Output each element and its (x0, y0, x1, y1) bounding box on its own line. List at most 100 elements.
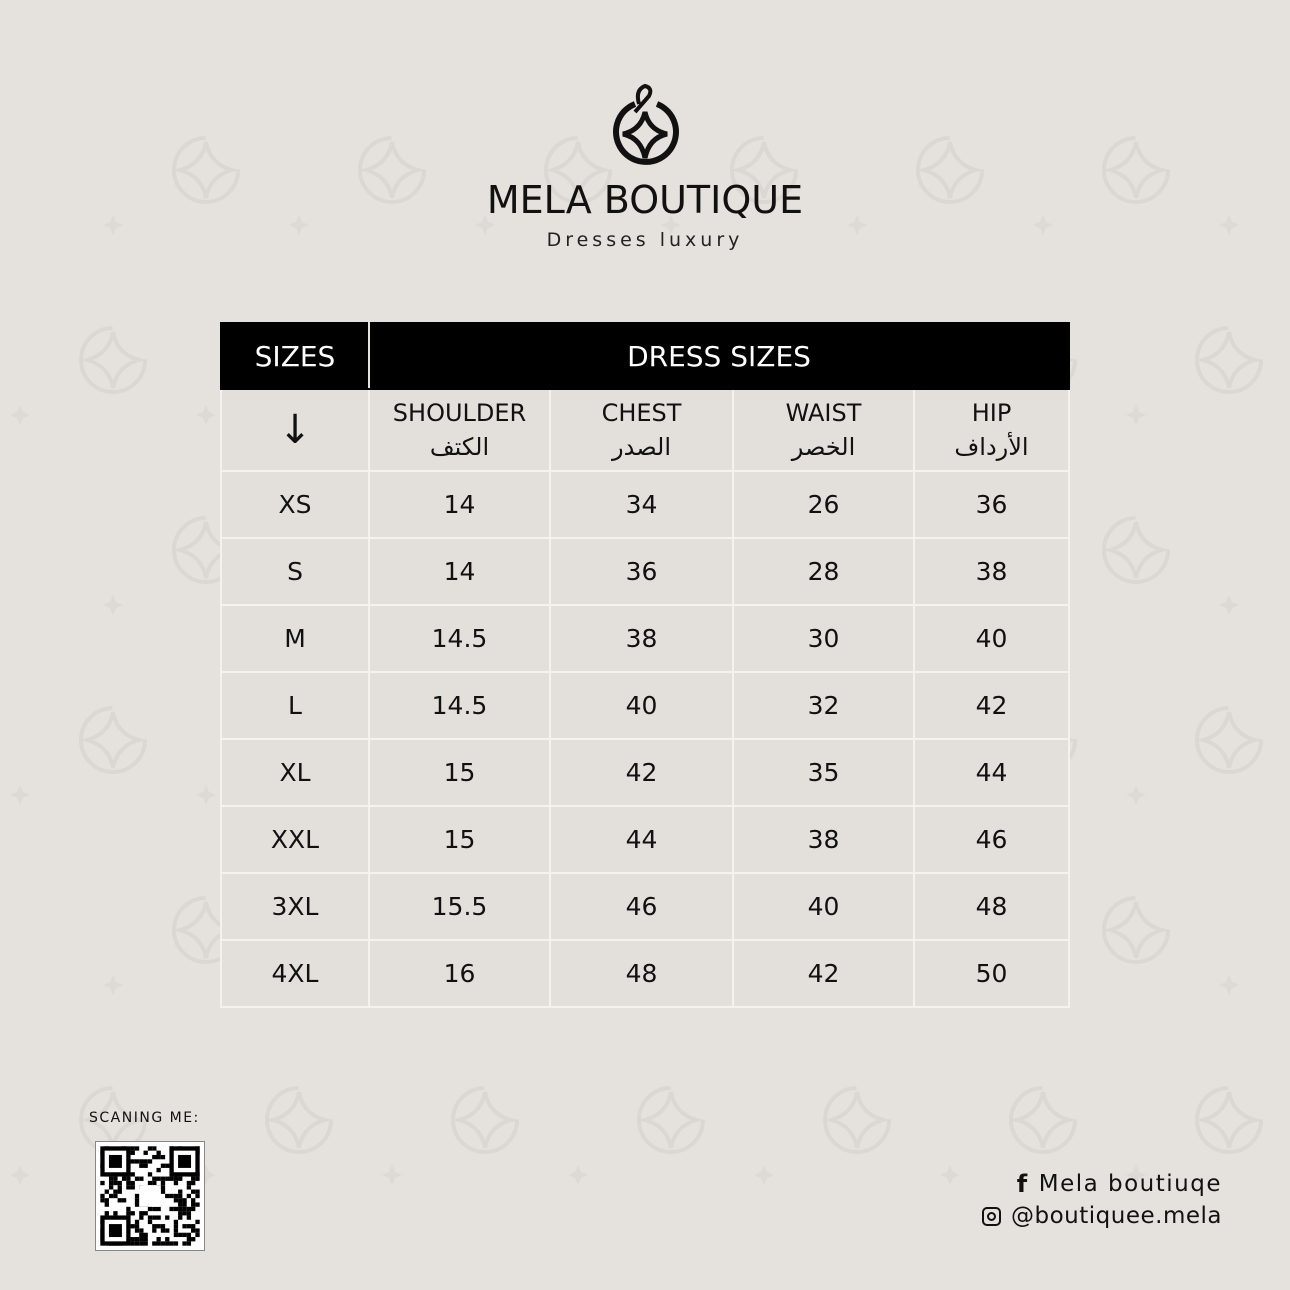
measurement-cell: 40 (913, 604, 1070, 673)
measurement-cell: 48 (549, 939, 734, 1008)
pattern-motif (79, 706, 147, 774)
pattern-motif (1102, 896, 1170, 964)
pattern-star (1033, 215, 1053, 235)
column-header-shoulder: SHOULDER الكتف (368, 388, 551, 472)
size-label: XS (220, 470, 370, 539)
measurement-cell: 34 (549, 470, 734, 539)
measurement-cell: 40 (549, 671, 734, 740)
pattern-star (103, 595, 123, 615)
table-row: XXL 15 44 38 46 (220, 805, 1070, 874)
pattern-motif (1009, 1086, 1077, 1154)
measurement-cell: 14.5 (368, 671, 551, 740)
qr-label: SCANING ME: (89, 1110, 200, 1126)
measurement-cell: 42 (913, 671, 1070, 740)
pattern-motif (730, 136, 798, 204)
measurement-cell: 35 (732, 738, 915, 807)
pattern-star (1126, 785, 1146, 805)
pattern-motif (265, 1086, 333, 1154)
table-row: 4XL 16 48 42 50 (220, 939, 1070, 1008)
instagram-icon (982, 1206, 1001, 1226)
measurement-cell: 36 (913, 470, 1070, 539)
size-label: M (220, 604, 370, 673)
pattern-star (10, 785, 30, 805)
pattern-motif (79, 326, 147, 394)
pattern-star (1219, 215, 1239, 235)
size-label: 3XL (220, 872, 370, 941)
pattern-star (196, 1165, 216, 1185)
sizes-header: SIZES (220, 322, 370, 390)
measurement-cell: 14.5 (368, 604, 551, 673)
measurement-cell: 15.5 (368, 872, 551, 941)
pattern-motif (358, 136, 426, 204)
pattern-motif (1102, 136, 1170, 204)
measurement-cell: 42 (732, 939, 915, 1008)
pattern-star (940, 1165, 960, 1185)
pattern-star (103, 975, 123, 995)
pattern-star (661, 215, 681, 235)
pattern-star (196, 405, 216, 425)
measurement-cell: 42 (549, 738, 734, 807)
brand-name: MELA BOUTIQUE (486, 178, 804, 222)
size-label: XXL (220, 805, 370, 874)
table-row: S 14 36 28 38 (220, 537, 1070, 606)
facebook-link[interactable]: f Mela boutiuqe (1016, 1170, 1222, 1198)
size-label: S (220, 537, 370, 606)
measurement-cell: 40 (732, 872, 915, 941)
instagram-link[interactable]: @boutiquee.mela (982, 1203, 1222, 1229)
measurement-cell: 46 (549, 872, 734, 941)
pattern-star (103, 215, 123, 235)
measurement-cell: 26 (732, 470, 915, 539)
pattern-motif (1102, 516, 1170, 584)
pattern-star (1219, 975, 1239, 995)
table-row: XL 15 42 35 44 (220, 738, 1070, 807)
measurement-cell: 30 (732, 604, 915, 673)
pattern-motif (172, 136, 240, 204)
pattern-star (382, 1165, 402, 1185)
table-row: M 14.5 38 30 40 (220, 604, 1070, 673)
pattern-motif (823, 1086, 891, 1154)
pattern-star (10, 405, 30, 425)
measurement-cell: 14 (368, 470, 551, 539)
measurement-cell: 14 (368, 537, 551, 606)
pattern-star (475, 215, 495, 235)
qr-code[interactable] (95, 1141, 205, 1251)
measurement-cell: 28 (732, 537, 915, 606)
table-row: L 14.5 40 32 42 (220, 671, 1070, 740)
measurement-cell: 16 (368, 939, 551, 1008)
pattern-star (1219, 595, 1239, 615)
dress-sizes-header: DRESS SIZES (368, 322, 1070, 390)
pattern-motif (1195, 1086, 1263, 1154)
size-label: XL (220, 738, 370, 807)
pattern-motif (1195, 326, 1263, 394)
table-row: XS 14 34 26 36 (220, 470, 1070, 539)
measurement-cell: 36 (549, 537, 734, 606)
pattern-star (289, 215, 309, 235)
column-header-chest: CHEST الصدر (549, 388, 734, 472)
pattern-star (754, 1165, 774, 1185)
arrow-down-icon: ↓ (220, 388, 370, 472)
size-label: 4XL (220, 939, 370, 1008)
measurement-cell: 15 (368, 738, 551, 807)
measurement-cell: 44 (913, 738, 1070, 807)
measurement-cell: 38 (732, 805, 915, 874)
measurement-cell: 50 (913, 939, 1070, 1008)
size-label: L (220, 671, 370, 740)
measurement-cell: 44 (549, 805, 734, 874)
pattern-star (1126, 405, 1146, 425)
measurement-cell: 38 (913, 537, 1070, 606)
pattern-star (847, 215, 867, 235)
pattern-motif (1195, 706, 1263, 774)
pattern-star (568, 1165, 588, 1185)
column-header-hip: HIP الأرداف (913, 388, 1070, 472)
pattern-motif (544, 136, 612, 204)
pattern-star (196, 785, 216, 805)
measurement-cell: 15 (368, 805, 551, 874)
measurement-cell: 46 (913, 805, 1070, 874)
brand-logo-icon (613, 83, 679, 165)
size-chart-table: SIZES DRESS SIZES ↓ SHOULDER الكتف CHEST ا… (220, 322, 1070, 1008)
column-header-waist: WAIST الخصر (732, 388, 915, 472)
pattern-star (1126, 1165, 1146, 1185)
pattern-star (10, 1165, 30, 1185)
table-row: 3XL 15.5 46 40 48 (220, 872, 1070, 941)
measurement-cell: 38 (549, 604, 734, 673)
